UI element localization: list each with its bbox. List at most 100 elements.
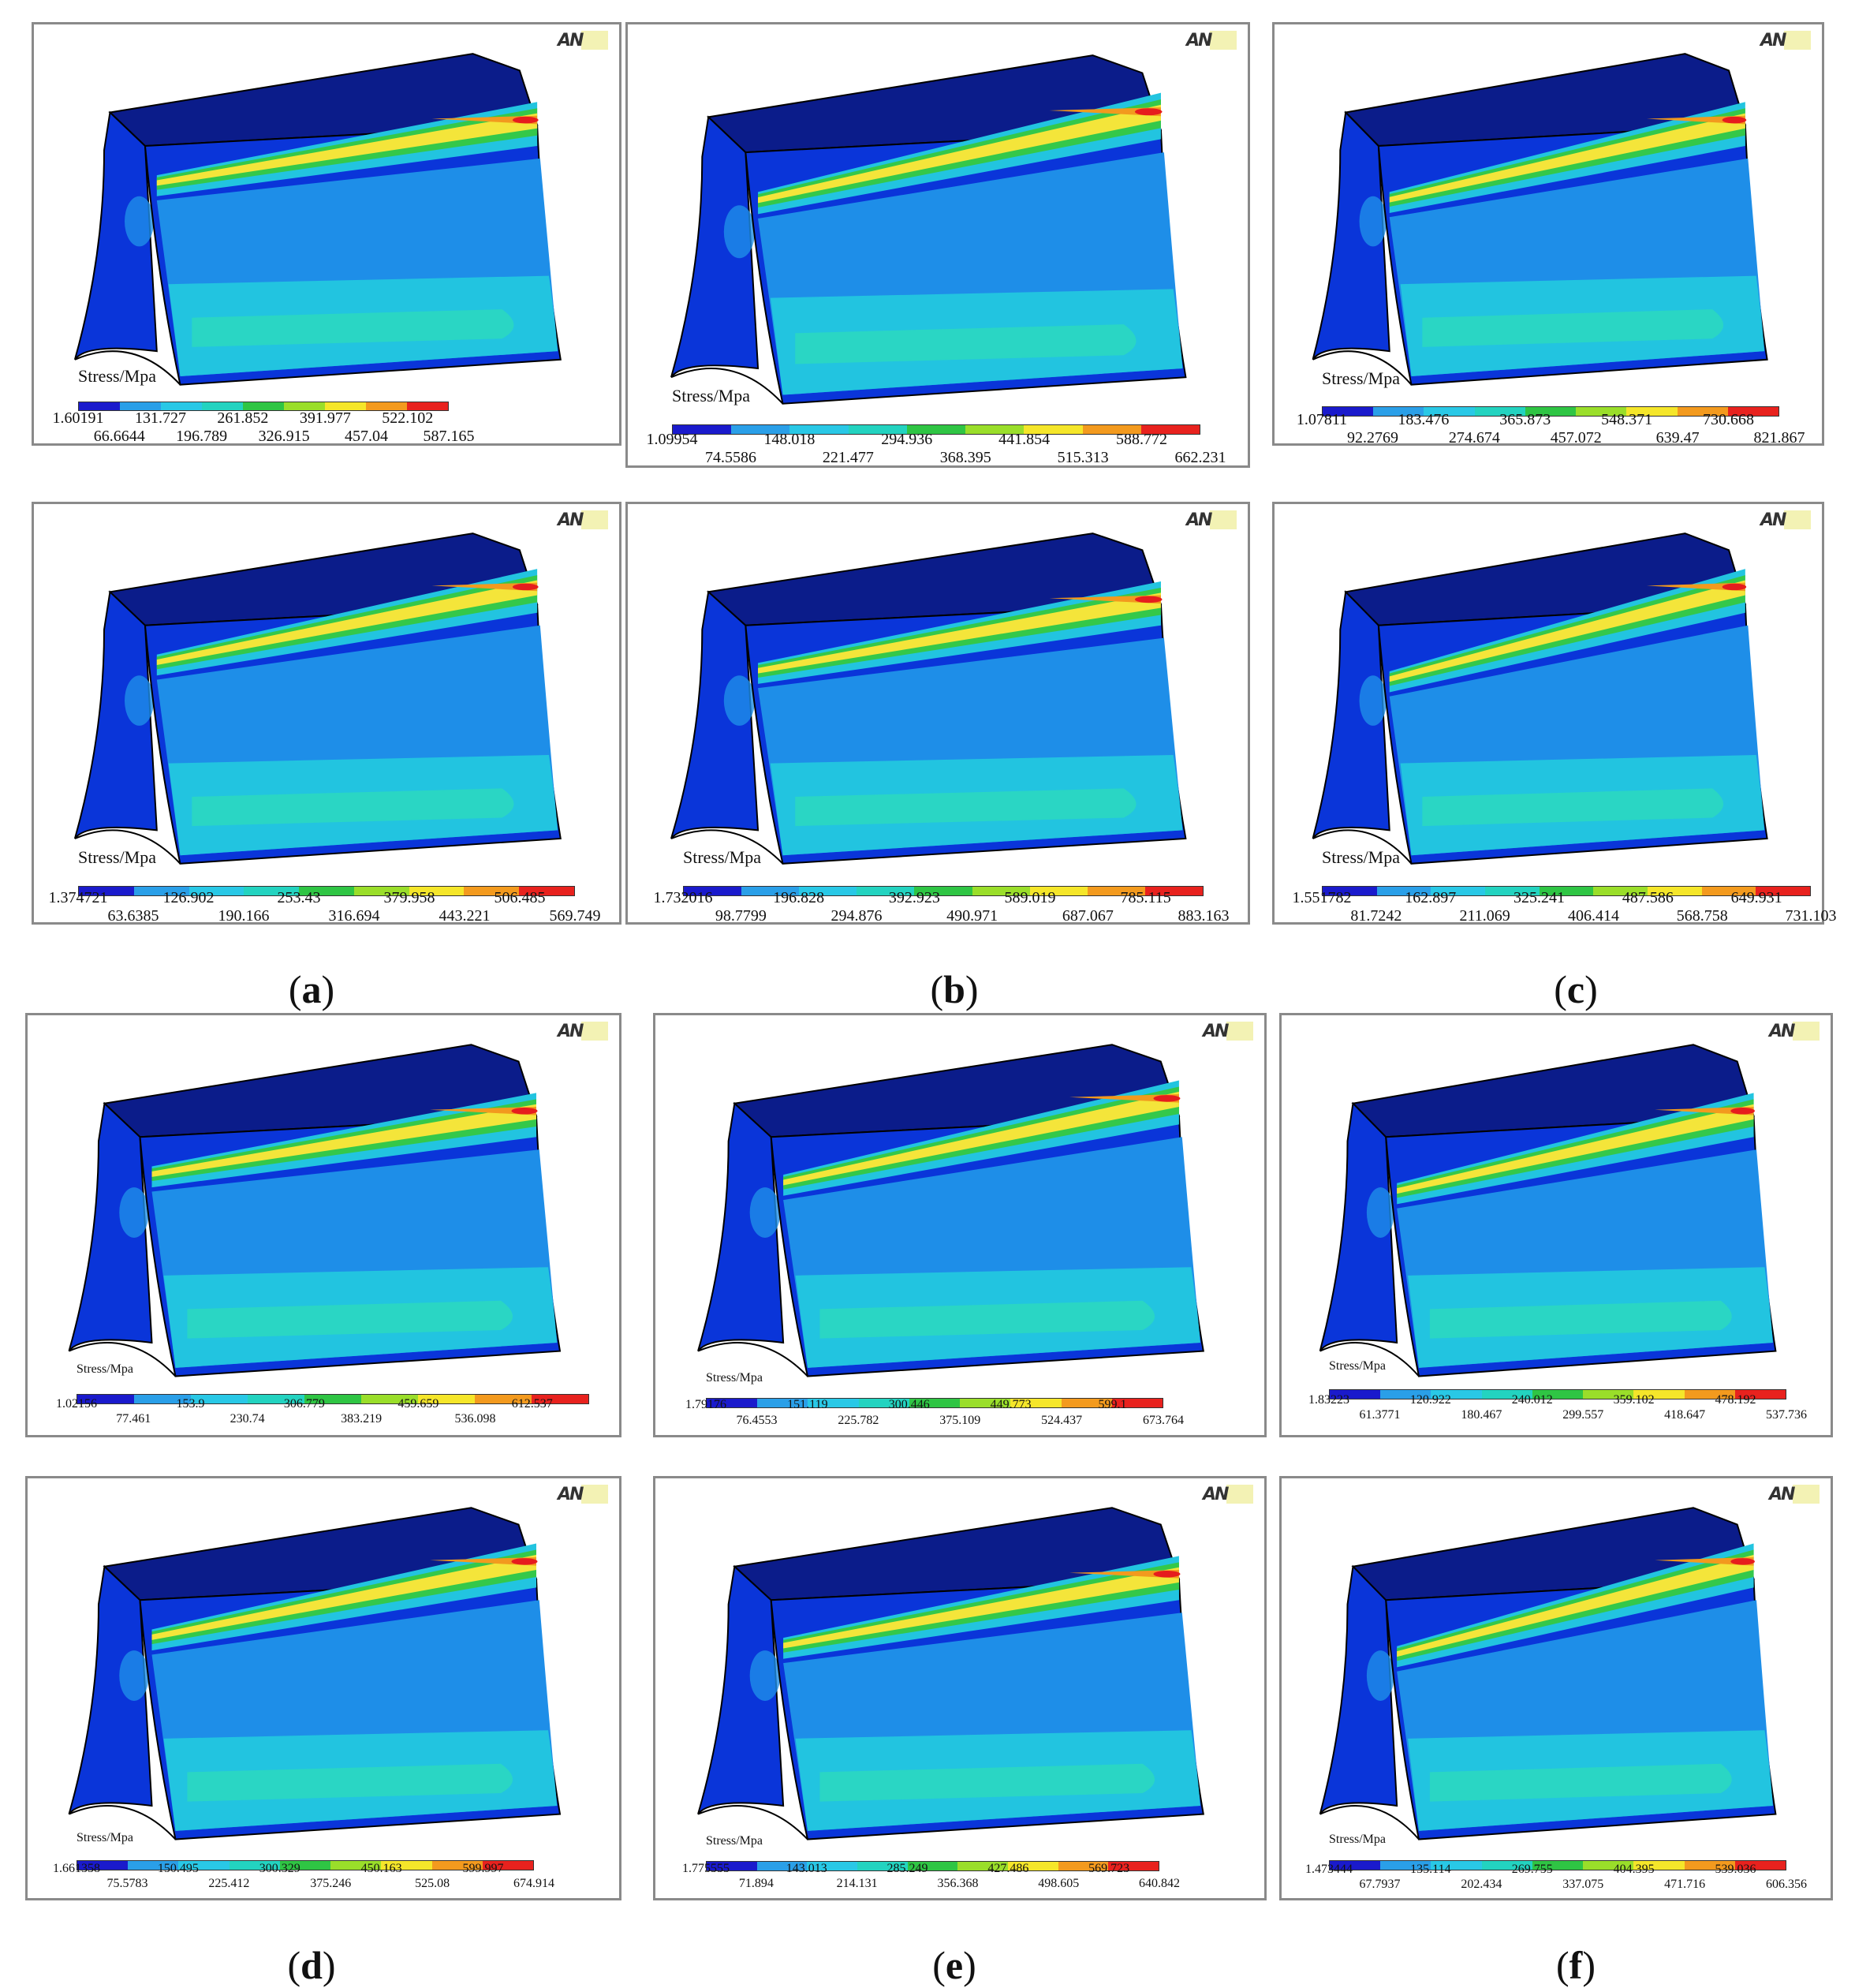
colorbar-tick-lower: 375.246 xyxy=(310,1877,352,1890)
colorbar-tick-upper: 449.773 xyxy=(990,1398,1032,1411)
colorbar-tick-lower: 61.3771 xyxy=(1359,1408,1401,1422)
colorbar-segment xyxy=(673,425,732,434)
colorbar-segment xyxy=(1330,1861,1381,1870)
colorbar-tick-lower: 687.067 xyxy=(1062,907,1114,925)
fe-model xyxy=(73,532,562,865)
legend-title: Stress/Mpa xyxy=(1322,368,1400,388)
legend-title: Stress/Mpa xyxy=(1329,1359,1386,1373)
stress-band-inner xyxy=(1397,1104,1754,1194)
stress-band-inner xyxy=(1397,1554,1754,1657)
colorbar-segment xyxy=(1373,407,1424,416)
stress-band-peak xyxy=(431,582,538,592)
colorbar-tick-upper: 1.60191 xyxy=(52,409,104,427)
colorbar-segment xyxy=(229,1861,280,1870)
colorbar-tick-lower: 537.736 xyxy=(1766,1408,1807,1422)
ansys-logo: AN xyxy=(1760,510,1811,531)
colorbar-tick-upper: 294.936 xyxy=(881,431,933,448)
logo-text: AN xyxy=(1203,1485,1229,1504)
max-stress-spot xyxy=(1730,1108,1755,1115)
colorbar-tick-upper: 183.476 xyxy=(1398,411,1450,428)
colorbar-tick-upper: 196.828 xyxy=(773,889,825,906)
legend-title: Stress/Mpa xyxy=(1329,1833,1386,1846)
colorbar-tick-lower: 225.782 xyxy=(838,1414,879,1427)
colorbar-tick-upper: 522.102 xyxy=(382,409,434,427)
model-bottom-strip xyxy=(819,1763,1155,1802)
model-base-edge xyxy=(670,368,784,405)
fe-model xyxy=(670,54,1187,405)
model-side-hotspot xyxy=(1359,675,1387,726)
colorbar-segment xyxy=(857,887,915,895)
colorbar-tick-lower: 274.674 xyxy=(1448,429,1500,447)
colorbar-segment xyxy=(284,402,325,410)
colorbar-segment xyxy=(1626,407,1678,416)
colorbar-segment xyxy=(482,1861,533,1870)
colorbar-segment xyxy=(330,1861,382,1870)
colorbar-segment xyxy=(808,1399,859,1407)
fe-model xyxy=(1319,1507,1777,1840)
logo-text: AN xyxy=(1186,31,1212,50)
colorbar-tick-lower: 356.368 xyxy=(937,1877,979,1890)
fe-model-view xyxy=(1312,53,1768,386)
colorbar-segment xyxy=(77,1861,129,1870)
logo-text: AN xyxy=(558,1485,584,1504)
colorbar-segment xyxy=(161,402,202,410)
colorbar-tick-upper: 548.371 xyxy=(1601,411,1653,428)
colorbar-tick-upper: 365.873 xyxy=(1499,411,1551,428)
max-stress-spot xyxy=(1153,1571,1181,1578)
colorbar-tick-upper: 649.931 xyxy=(1730,889,1782,906)
stress-band-peak xyxy=(1655,1557,1754,1566)
fe-model xyxy=(670,532,1187,865)
ansys-logo: AN xyxy=(558,510,608,531)
fe-model xyxy=(1319,1044,1777,1377)
caption-b: (b) xyxy=(930,967,979,1011)
colorbar-segment xyxy=(1111,1399,1163,1407)
colorbar-segment xyxy=(1532,1390,1584,1399)
colorbar xyxy=(672,424,1200,435)
model-side-hotspot xyxy=(119,1650,149,1701)
fe-model-view xyxy=(697,1507,1204,1840)
colorbar-tick-lower: 471.716 xyxy=(1664,1878,1706,1891)
model-side-face xyxy=(73,590,158,839)
logo-text: AN xyxy=(1769,1022,1795,1041)
model-side-hotspot xyxy=(119,1187,149,1238)
colorbar-segment xyxy=(407,402,448,410)
colorbar-tick-upper: 325.241 xyxy=(1513,889,1566,906)
stress-band-peak xyxy=(1049,107,1161,117)
colorbar-segment xyxy=(366,402,407,410)
model-side-hotspot xyxy=(1366,1650,1394,1701)
colorbar-tick-upper: 441.854 xyxy=(998,431,1051,448)
max-stress-spot xyxy=(1722,116,1747,124)
model-bottom-strip xyxy=(795,788,1137,827)
fe-model xyxy=(73,53,562,386)
model-bottom-strip xyxy=(192,788,514,827)
colorbar-tick-upper: 487.586 xyxy=(1622,889,1674,906)
colorbar-tick-upper: 153.9 xyxy=(176,1397,205,1411)
colorbar-segment xyxy=(1058,1862,1109,1870)
colorbar-tick-upper: 569.723 xyxy=(1088,1862,1130,1875)
colorbar-tick-lower: 294.876 xyxy=(830,907,883,925)
colorbar-segment xyxy=(1734,1390,1786,1399)
colorbar-segment xyxy=(1583,1390,1634,1399)
colorbar-segment xyxy=(178,1861,230,1870)
colorbar-segment xyxy=(79,402,120,410)
colorbar-tick-lower: 299.557 xyxy=(1562,1408,1604,1422)
logo-text: AN xyxy=(1203,1022,1229,1041)
model-side-face xyxy=(1319,1101,1398,1352)
ansys-logo: AN xyxy=(1186,510,1237,531)
colorbar-tick-lower: 525.08 xyxy=(415,1877,450,1890)
stress-band-inner xyxy=(783,1567,1179,1649)
colorbar-segment xyxy=(409,887,465,895)
model-side-face xyxy=(697,1564,785,1815)
colorbar-tick-upper: 359.102 xyxy=(1613,1393,1655,1407)
colorbar-segment xyxy=(1144,887,1203,895)
colorbar-segment xyxy=(1481,1861,1532,1870)
caption-d: (d) xyxy=(287,1943,336,1987)
colorbar-tick-upper: 1.374721 xyxy=(48,889,108,906)
legend-title: Stress/Mpa xyxy=(77,1831,133,1844)
model-side-face xyxy=(670,115,760,378)
colorbar-tick-lower: 662.231 xyxy=(1174,449,1226,466)
colorbar-segment xyxy=(134,1395,191,1403)
colorbar-segment xyxy=(1474,407,1525,416)
colorbar-segment xyxy=(1082,425,1141,434)
model-bottom-strip xyxy=(187,1300,513,1339)
